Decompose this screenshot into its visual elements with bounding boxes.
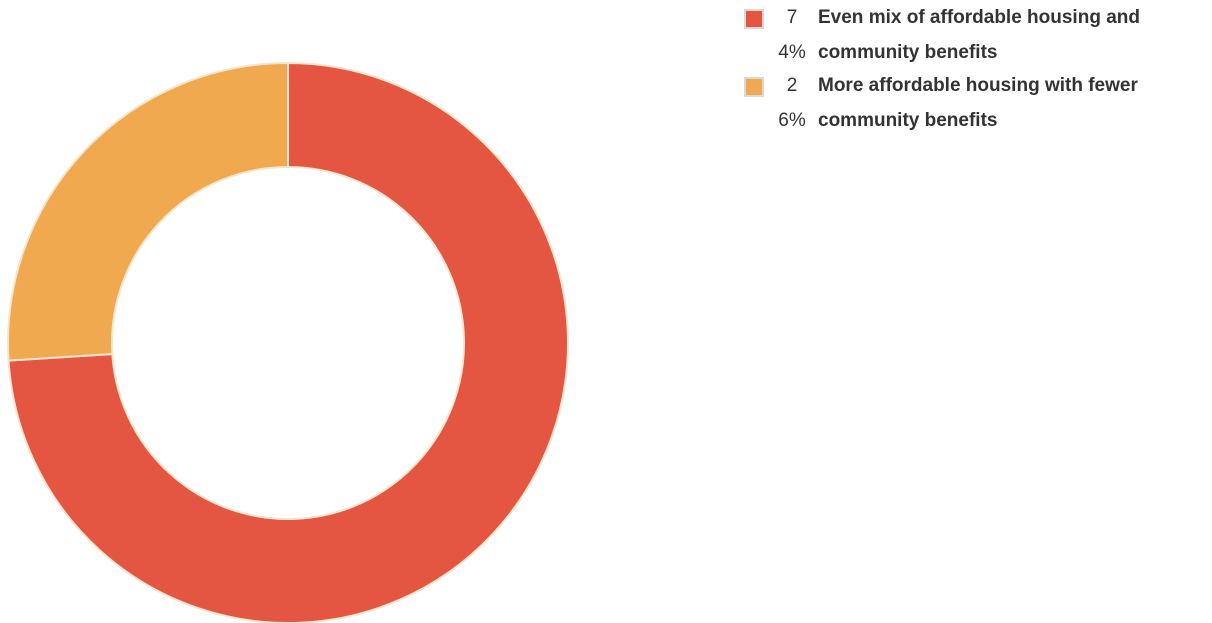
- legend-item-2: 26% More affordable housing with fewer co…: [744, 74, 1212, 138]
- legend-swatch-1: [744, 9, 764, 29]
- legend-label-2: More affordable housing with fewer commu…: [818, 75, 1138, 131]
- donut-chart: [7, 61, 569, 623]
- legend-item-1: 74% Even mix of affordable housing and co…: [744, 6, 1212, 70]
- legend: 74% Even mix of affordable housing and co…: [744, 6, 1212, 142]
- legend-label-1: Even mix of affordable housing and commu…: [818, 7, 1140, 63]
- legend-value-2: 26%: [778, 75, 806, 131]
- legend-value-1: 74%: [778, 7, 806, 63]
- donut-slice-1: [7, 61, 569, 623]
- legend-swatch-2: [744, 77, 764, 97]
- donut-slice-2: [7, 61, 289, 362]
